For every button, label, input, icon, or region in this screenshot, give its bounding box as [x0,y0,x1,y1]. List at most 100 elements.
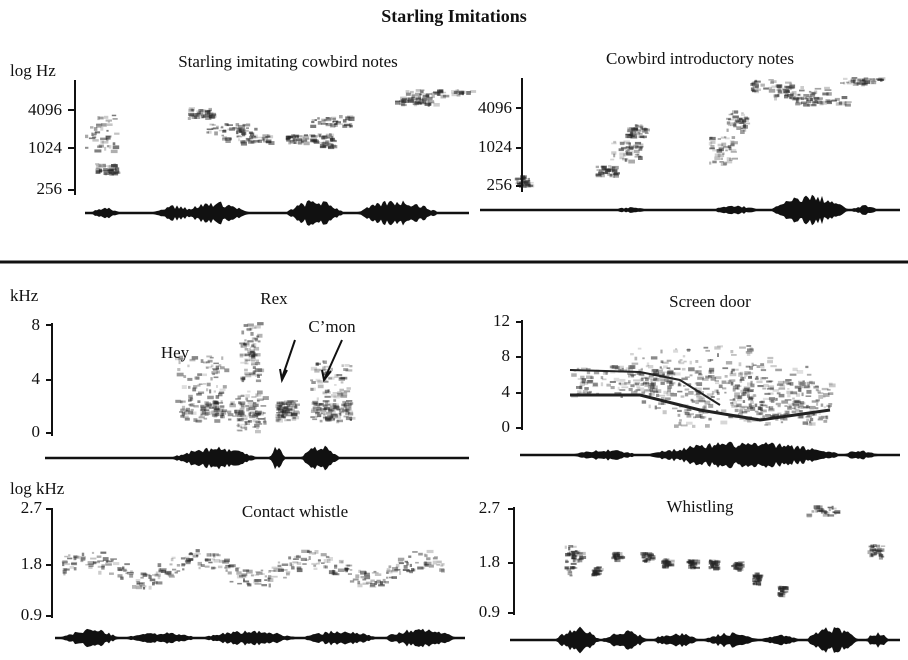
spectrogram-speckle [109,145,112,149]
spectrogram-speckle [441,95,447,99]
spectrogram-speckle [778,405,781,407]
spectrogram-speckle [426,94,430,97]
spectrogram-speckle [237,583,242,585]
spectrogram-speckle [338,569,345,573]
spectrogram-speckle [746,345,751,347]
spectrogram-speckle [596,166,599,168]
spectrogram-speckle [743,124,746,128]
spectrogram-speckle [813,386,819,388]
spectrogram-speckle [571,551,575,553]
spectrogram-speckle [357,584,362,588]
spectrogram-speckle [101,566,104,570]
spectrogram-speckle [247,391,250,393]
spectrogram-speckle [120,577,123,580]
spectrogram-speckle [789,83,792,86]
spectrogram-speckle [207,405,210,407]
spectrogram-speckle [661,382,665,385]
spectrogram-speckle [321,553,327,556]
spectrogram-speckle [247,340,253,342]
spectrogram-speckle [803,94,809,97]
spectrogram-speckle [257,399,264,401]
spectrogram-speckle [317,380,323,383]
spectrogram-speckle [436,564,440,566]
spectrogram-speckle [783,381,790,384]
spectrogram-speckle [741,112,744,114]
spectrogram-speckle [526,180,531,183]
spectrogram-speckle [257,334,262,338]
spectrogram-speckle [725,375,728,378]
spectrogram-speckle [236,571,241,575]
spectrogram-speckle [738,385,742,387]
spectrogram-speckle [807,98,809,101]
tick-label: 256 [487,175,513,194]
spectrogram-speckle [370,585,377,588]
spectrogram-speckle [275,420,279,423]
spectrogram-speckle [252,337,258,340]
spectrogram-speckle [640,136,647,139]
spectrogram-speckle [575,555,577,557]
spectrogram-speckle [168,574,174,577]
spectrogram-speckle [255,430,261,433]
spectrogram-speckle [611,386,615,389]
spectrogram-speckle [322,145,327,148]
spectrogram-speckle [210,377,212,380]
spectrogram-speckle [408,556,411,558]
spectrogram-speckle [629,388,633,391]
spectrogram-speckle [688,391,693,395]
spectrogram-speckle [429,103,431,105]
spectrogram-speckle [295,404,300,406]
spectrogram-speckle [739,347,746,349]
spectrogram-speckle [576,386,582,389]
spectrogram-speckle [156,572,158,576]
spectrogram-speckle [565,561,569,563]
spectrogram-speckle [720,421,727,425]
tick-label: 1.8 [21,554,42,573]
spectrogram-speckle [457,89,459,91]
spectrogram-speckle [829,508,831,511]
spectrogram-speckle [85,135,88,138]
spectrogram-speckle [292,416,299,419]
spectrogram-speckle [628,365,635,369]
spectrogram-speckle [137,583,144,585]
spectrogram-speckle [188,399,192,402]
spectrogram-speckle [730,122,736,126]
tick-label: 0 [502,417,511,436]
spectrogram-speckle [594,372,599,375]
spectrogram-speckle [209,108,213,111]
spectrogram-speckle [311,121,314,123]
spectrogram-speckle [722,381,727,384]
spectrogram-speckle [213,567,216,569]
spectrogram-speckle [228,571,232,574]
spectrogram-speckle [726,361,732,364]
spectrogram-speckle [64,569,70,571]
spectrogram-speckle [730,402,733,404]
spectrogram-speckle [847,83,853,85]
spectrogram-speckle [652,388,657,391]
spectrogram-speckle [418,553,423,556]
spectrogram-speckle [180,401,183,404]
spectrogram-speckle [635,124,638,126]
spectrogram-speckle [402,100,409,103]
spectrogram-speckle [743,123,750,125]
tick-label: 4096 [28,100,62,119]
spectrogram-speckle [596,574,600,576]
spectrogram-speckle [584,387,589,390]
spectrogram-speckle [625,159,628,162]
spectrogram-speckle [94,149,101,152]
tick-label: 256 [37,179,63,198]
spectrogram-speckle [196,553,201,555]
spectrogram-speckle [245,427,248,431]
spectrogram-speckle [401,104,407,106]
spectrogram-speckle [347,387,351,390]
spectrogram-speckle [821,508,823,511]
spectrogram-speckle [220,389,226,391]
spectrogram-speckle [815,407,818,409]
spectrogram-speckle [773,389,780,392]
spectrogram-speckle [245,354,250,357]
spectrogram-speckle [762,388,766,390]
spectrogram-speckle [667,565,669,567]
spectrogram-speckle [636,128,639,130]
spectrogram-speckle [256,416,258,419]
spectrogram-speckle [651,356,658,359]
spectrogram-speckle [291,413,294,416]
